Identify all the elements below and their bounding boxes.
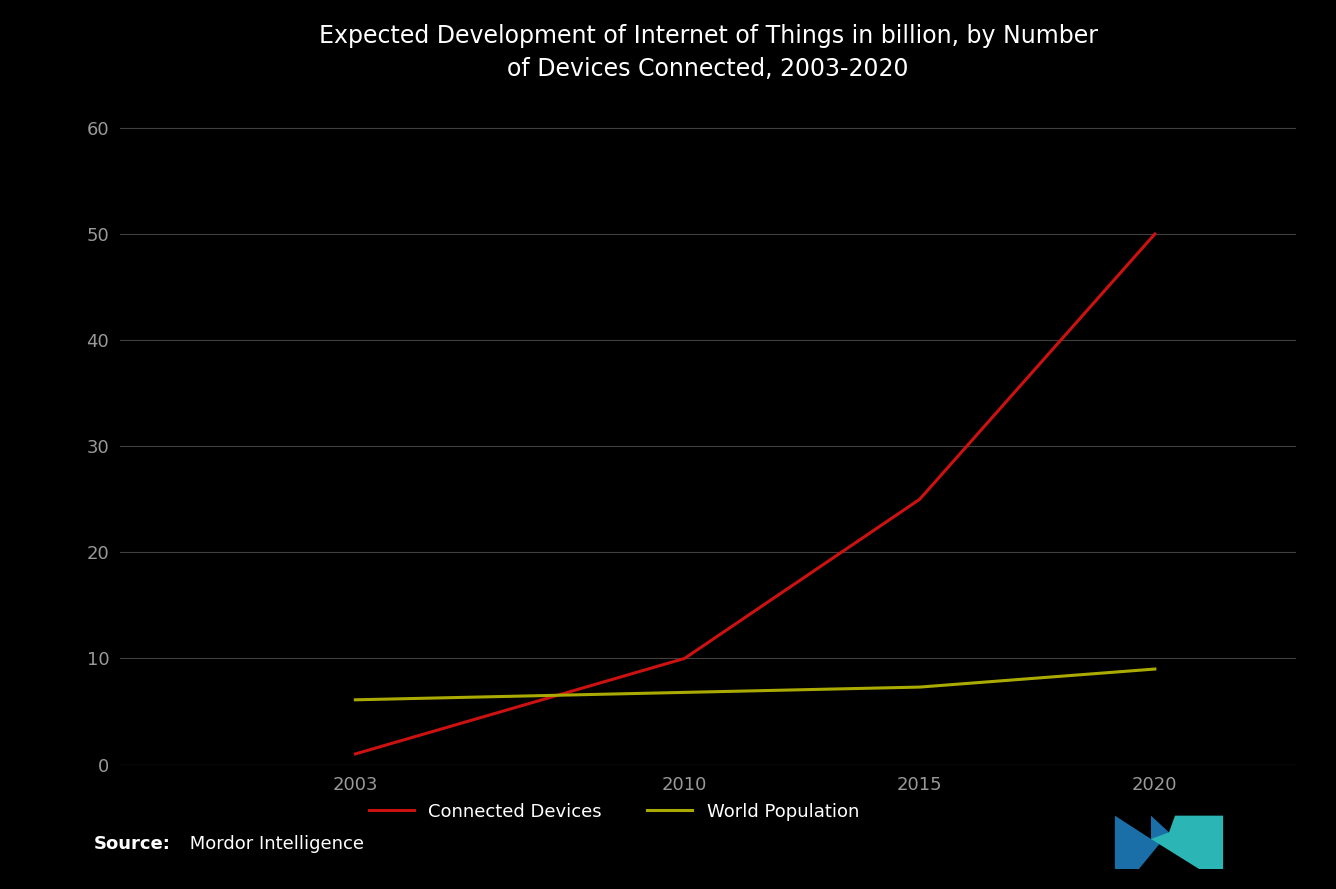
Legend: Connected Devices, World Population: Connected Devices, World Population	[362, 796, 867, 828]
Polygon shape	[1114, 816, 1169, 869]
Text: Mordor Intelligence: Mordor Intelligence	[184, 836, 365, 853]
Text: Source:: Source:	[94, 836, 171, 853]
Title: Expected Development of Internet of Things in billion, by Number
of Devices Conn: Expected Development of Internet of Thin…	[318, 24, 1098, 81]
Polygon shape	[1152, 816, 1224, 869]
